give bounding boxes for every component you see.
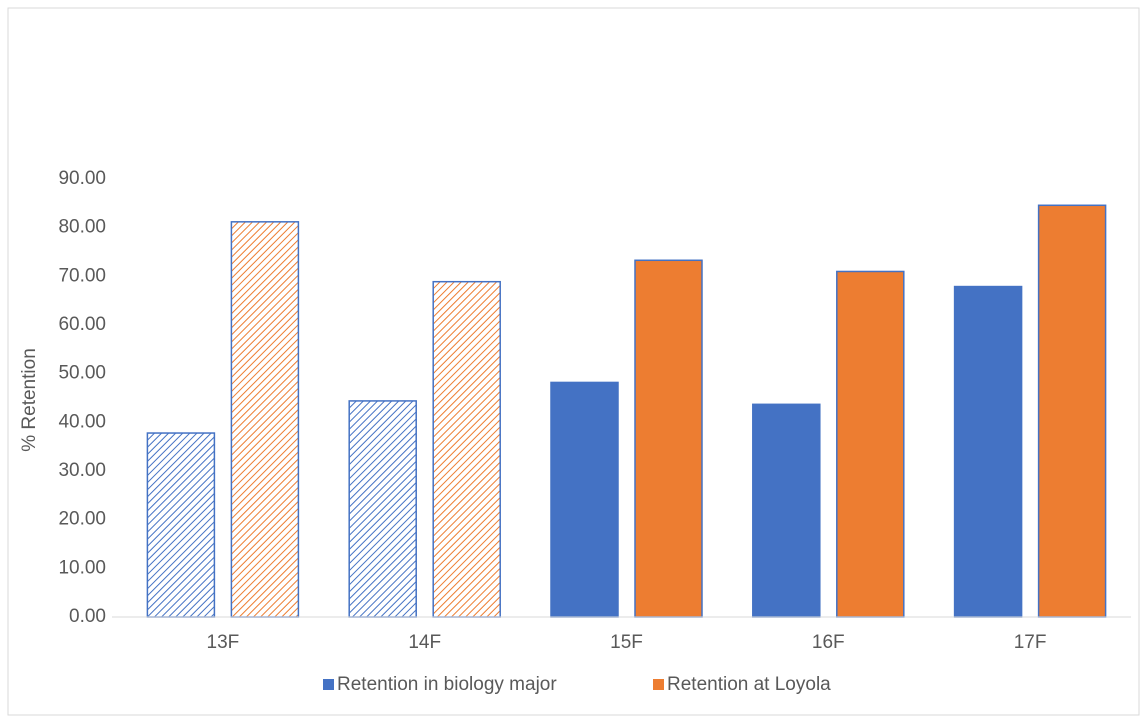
bar xyxy=(146,432,216,618)
y-tick-label: 10.00 xyxy=(58,557,106,578)
y-tick-label: 50.00 xyxy=(58,363,106,384)
y-tick-label: 0.00 xyxy=(69,606,106,627)
bar xyxy=(230,221,300,618)
y-tick-label: 80.00 xyxy=(58,217,106,238)
bar xyxy=(348,400,417,618)
y-axis-title: % Retention xyxy=(19,348,40,452)
x-tick-label: 15F xyxy=(610,632,643,653)
bar xyxy=(634,259,703,618)
y-tick-label: 60.00 xyxy=(58,314,106,335)
x-tick-label: 16F xyxy=(812,632,845,653)
y-tick-label: 40.00 xyxy=(58,411,106,432)
legend-swatch xyxy=(323,679,334,690)
legend-label: Retention in biology major xyxy=(337,674,557,695)
legend-label: Retention at Loyola xyxy=(667,674,831,695)
bar xyxy=(1037,204,1107,618)
x-tick-label: 13F xyxy=(207,632,240,653)
bar xyxy=(432,280,501,618)
x-tick-label: 14F xyxy=(408,632,441,653)
bar xyxy=(836,270,905,618)
legend-swatch xyxy=(653,679,664,690)
bar xyxy=(752,403,821,618)
y-tick-label: 20.00 xyxy=(58,509,106,530)
y-tick-label: 70.00 xyxy=(58,265,106,286)
bar xyxy=(550,381,619,618)
bar xyxy=(953,285,1023,618)
y-tick-label: 30.00 xyxy=(58,460,106,481)
x-tick-label: 17F xyxy=(1014,632,1047,653)
y-tick-label: 90.00 xyxy=(58,168,106,189)
